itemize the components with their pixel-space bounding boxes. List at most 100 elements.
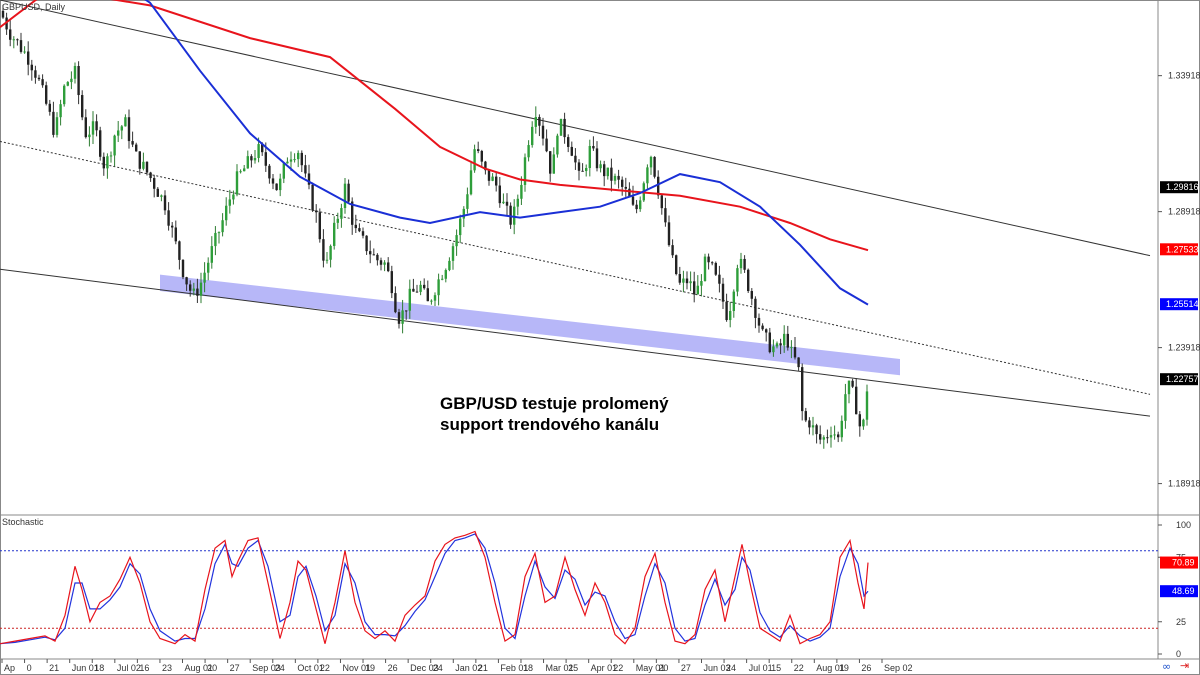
time-tick-label: 25 [568, 663, 578, 673]
candle-body [459, 218, 462, 236]
candle-body [127, 117, 131, 142]
candle-body [462, 208, 465, 219]
candle-body [732, 291, 735, 312]
price-badge [1160, 243, 1198, 256]
candle-body [858, 414, 861, 427]
candle-body [750, 291, 753, 299]
time-tick-label: Jul 01 [749, 663, 773, 673]
candle-body [293, 159, 296, 161]
candle-body [228, 199, 231, 206]
candle-body [207, 262, 210, 273]
candle-body [793, 347, 797, 358]
candle-body [552, 154, 555, 174]
candle-body [343, 183, 347, 209]
stochastic-label: Stochastic [2, 517, 44, 527]
candle-body [585, 168, 588, 172]
candle-body [437, 279, 440, 296]
candle-body [120, 126, 123, 131]
price-badge-label: 1.29816 [1166, 182, 1199, 192]
candle-body [757, 317, 761, 326]
candle-body [401, 310, 404, 324]
candle-body [513, 206, 516, 225]
candle-body [253, 158, 257, 161]
annotation-line-1: GBP/USD testuje prolomený [440, 394, 669, 413]
candle-body [405, 310, 408, 312]
candle-body [635, 204, 638, 210]
candle-body [289, 159, 293, 162]
time-tick-label: Jun 01 [72, 663, 99, 673]
time-tick-label: 22 [320, 663, 330, 673]
candle-body [41, 79, 44, 86]
candle-body [138, 151, 141, 169]
time-tick-label: 26 [388, 663, 398, 673]
candle-body [847, 380, 851, 395]
candle-body [336, 218, 339, 223]
stochastic-badge-label: 70.89 [1172, 558, 1195, 568]
stochastic-badge-label: 48.69 [1172, 586, 1195, 596]
candle-body [606, 167, 609, 177]
scroll-end-icon[interactable]: ⇥ [1180, 659, 1190, 672]
candle-body [27, 51, 30, 65]
candle-body [779, 343, 782, 346]
candle-body [171, 225, 174, 228]
candle-body [307, 173, 311, 185]
candle-body [9, 29, 12, 40]
candle-body [657, 176, 660, 196]
time-tick-label: 23 [162, 663, 172, 673]
candle-body [516, 198, 519, 207]
candle-body [55, 117, 59, 135]
time-tick-label: 24 [433, 663, 443, 673]
candle-body [196, 288, 199, 296]
candle-body [797, 357, 800, 368]
time-tick-label: Dec 03 [410, 663, 439, 673]
candle-body [174, 227, 177, 242]
time-tick-label: 24 [726, 663, 736, 673]
candle-body [498, 185, 501, 204]
candle-body [700, 281, 703, 286]
candle-body [765, 329, 768, 333]
candle-body [124, 117, 127, 127]
candle-body [102, 156, 105, 169]
time-tick-label: 18 [94, 663, 104, 673]
link-icon[interactable]: ∞ [1162, 660, 1172, 673]
candle-body [811, 425, 815, 428]
candle-body [347, 183, 350, 202]
time-tick-label: 22 [794, 663, 804, 673]
candle-body [73, 66, 77, 79]
candle-body [423, 284, 426, 289]
candle-body [603, 164, 606, 177]
candle-body [826, 437, 829, 439]
candle-body [808, 420, 811, 428]
candle-body [372, 254, 375, 256]
candle-body [707, 256, 710, 263]
candle-body [369, 251, 372, 255]
candle-body [415, 291, 419, 293]
candle-body [682, 278, 685, 283]
chart-title: GBPUSD, Daily [2, 2, 66, 12]
candle-body [855, 386, 858, 415]
candle-body [329, 245, 332, 260]
candlestick-series [1, 4, 869, 449]
time-tick-label: 27 [230, 663, 240, 673]
candle-body [819, 434, 822, 440]
time-tick-label: Jul 02 [117, 663, 141, 673]
price-badge [1160, 373, 1198, 386]
candle-body [714, 262, 717, 275]
candle-body [286, 161, 289, 164]
candle-body [649, 156, 653, 168]
candle-body [624, 186, 627, 189]
candle-body [325, 259, 329, 261]
candle-body [383, 262, 386, 265]
candle-body [815, 425, 818, 435]
candle-body [527, 145, 530, 158]
candle-body [505, 201, 509, 206]
candle-body [167, 210, 170, 226]
trend-channel [0, 0, 1151, 417]
moving-average-red [0, 0, 869, 252]
candle-body [63, 85, 66, 105]
moving-average-blue [144, 0, 869, 306]
candle-body [412, 288, 415, 292]
